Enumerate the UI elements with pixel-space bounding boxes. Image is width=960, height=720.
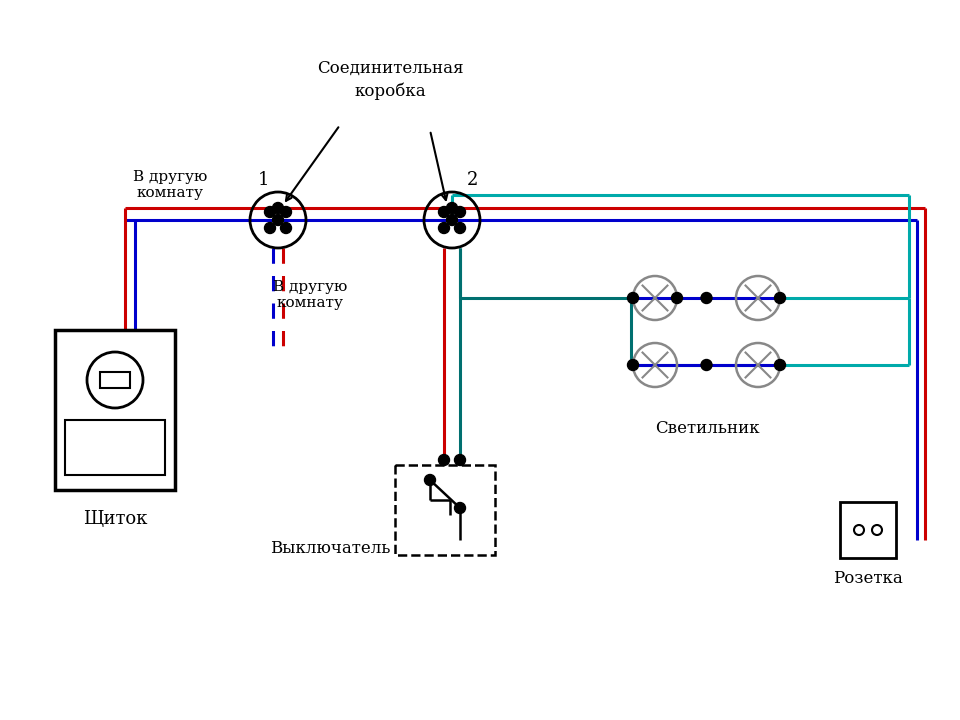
Circle shape — [424, 474, 436, 485]
Bar — [840, 502, 896, 558]
Circle shape — [454, 454, 466, 466]
Circle shape — [628, 359, 638, 371]
Bar — [395, 465, 495, 555]
Text: 1: 1 — [257, 171, 269, 189]
Circle shape — [265, 222, 276, 233]
Circle shape — [280, 207, 292, 217]
Circle shape — [446, 215, 458, 225]
Text: коробка: коробка — [354, 82, 426, 99]
Circle shape — [273, 202, 283, 214]
Text: В другую
комнату: В другую комнату — [132, 170, 207, 200]
Circle shape — [454, 207, 466, 217]
Circle shape — [273, 215, 283, 225]
Circle shape — [775, 292, 785, 304]
Text: Выключатель: Выключатель — [270, 540, 391, 557]
Circle shape — [439, 207, 449, 217]
Text: Розетка: Розетка — [833, 570, 902, 587]
Circle shape — [701, 359, 712, 371]
Circle shape — [439, 454, 449, 466]
Circle shape — [280, 222, 292, 233]
Circle shape — [265, 207, 276, 217]
Bar — [55, 330, 175, 490]
Circle shape — [446, 202, 458, 214]
Text: Соединительная: Соединительная — [317, 60, 464, 77]
Text: 2: 2 — [467, 171, 478, 189]
Circle shape — [701, 292, 712, 304]
Circle shape — [454, 503, 466, 513]
Text: В другую
комнату: В другую комнату — [273, 280, 348, 310]
Circle shape — [775, 359, 785, 371]
Text: Щиток: Щиток — [83, 510, 147, 528]
Circle shape — [628, 292, 638, 304]
Bar — [65, 420, 165, 475]
Text: Светильник: Светильник — [655, 420, 759, 437]
Bar — [100, 372, 130, 388]
Circle shape — [454, 222, 466, 233]
Circle shape — [439, 222, 449, 233]
Circle shape — [671, 292, 683, 304]
